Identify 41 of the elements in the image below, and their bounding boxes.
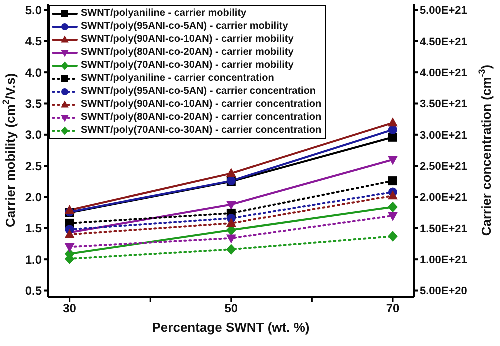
y-tick-label: 5.0 <box>25 3 42 18</box>
y2-tick-label: 2.00E+21 <box>420 192 468 204</box>
x-tick-label: 50 <box>224 302 238 316</box>
legend-label: SWNT/poly(70ANI-co-30AN) - carrier concentration <box>81 125 322 136</box>
y2-tick-label: 1.00E+21 <box>420 254 468 266</box>
legend-label: SWNT/polyaniline - carrier mobility <box>81 8 247 19</box>
x-tick-label: 30 <box>63 302 77 316</box>
legend-label: SWNT/poly(90ANI-co-10AN) - carrier concentration <box>81 99 322 110</box>
x-tick-label: 70 <box>386 302 400 316</box>
y2-tick-label: 1.50E+21 <box>420 223 468 236</box>
y2-tick-label: 5.00E+21 <box>420 5 468 18</box>
legend-label: SWNT/poly(90ANI-co-10AN) - carrier mobility <box>81 34 294 45</box>
point <box>64 204 75 214</box>
y2-tick-label: 4.00E+21 <box>420 67 468 80</box>
point <box>388 132 398 142</box>
y-tick-label: 4.0 <box>25 66 42 80</box>
point <box>388 118 398 127</box>
legend-label: SWNT/polyaniline - carrier concentration <box>81 73 274 84</box>
legend-label: SWNT/poly(80ANI-co-20AN) - carrier mobility <box>81 47 294 58</box>
legend-label: SWNT/poly(95ANI-co-5AN) - carrier mobility <box>81 21 288 32</box>
legend-label: SWNT/poly(95ANI-co-5AN) - carrier concentration <box>81 86 316 97</box>
y-tick-label: 1.0 <box>25 252 42 267</box>
y-tick-label: 2.5 <box>25 159 42 174</box>
legend-label: SWNT/poly(80ANI-co-20AN) - carrier concentration <box>81 112 322 123</box>
y-tick-label: 1.5 <box>25 222 42 236</box>
point <box>388 202 398 213</box>
point <box>226 168 236 178</box>
y-tick-label: 3.5 <box>25 97 42 112</box>
y2-tick-label: 2.50E+21 <box>420 160 468 173</box>
y-tick-label: 4.5 <box>25 34 42 49</box>
point <box>226 201 236 210</box>
y2-tick-label: 4.50E+21 <box>420 36 468 48</box>
point <box>388 156 398 166</box>
y-tick-label: 2.0 <box>25 190 42 205</box>
y-tick-label: 0.5 <box>25 284 42 298</box>
y-tick-label: 3.0 <box>25 128 42 142</box>
y2-tick-label: 3.50E+21 <box>420 98 468 111</box>
y2-tick-label: 5.00E+20 <box>420 286 468 298</box>
x-axis-title: Percentage SWNT (wt. %) <box>152 320 310 335</box>
legend-label: SWNT/poly(70ANI-co-30AN) - carrier mobility <box>81 60 294 71</box>
y2-tick-label: 3.00E+21 <box>420 130 468 142</box>
